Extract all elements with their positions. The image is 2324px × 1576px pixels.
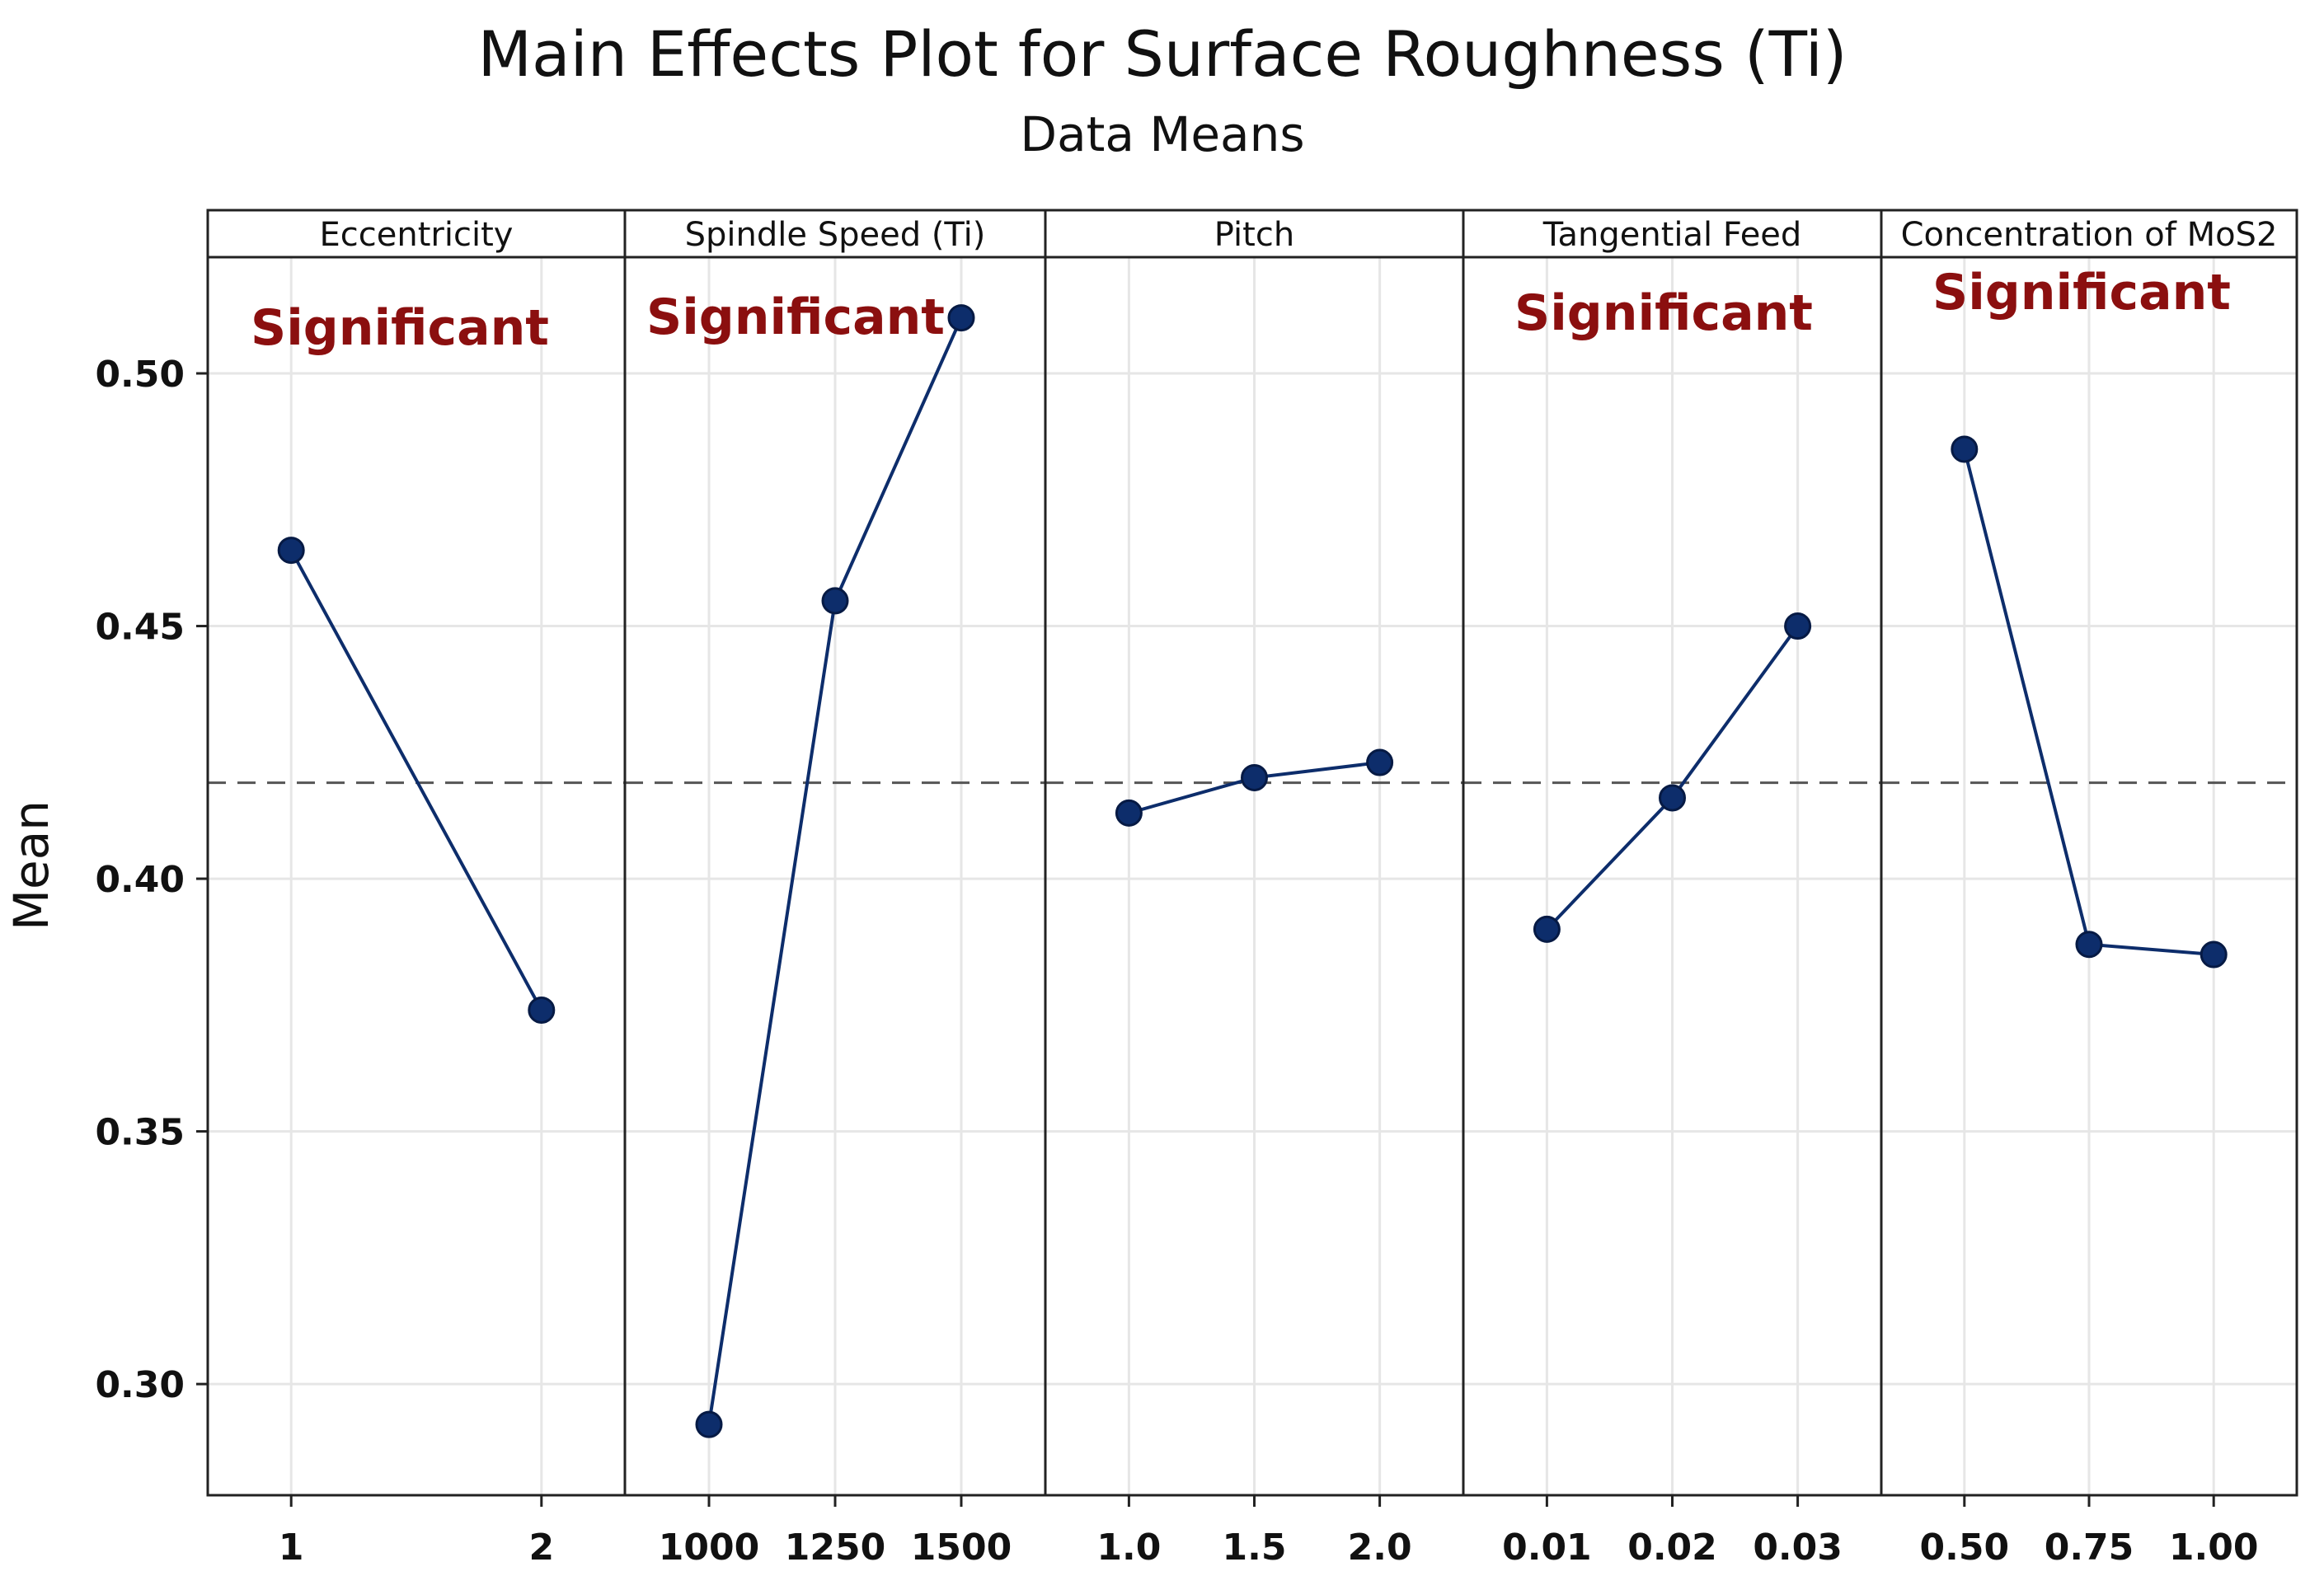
data-point — [277, 537, 305, 565]
significance-annotation: Significant — [251, 299, 549, 357]
series-line — [289, 549, 543, 1011]
panel-strip-label: Concentration of MoS2 — [1901, 216, 2278, 254]
y-tick-label: 0.35 — [95, 1112, 185, 1154]
significance-annotation: Significant — [1514, 284, 1813, 342]
data-point — [528, 996, 556, 1024]
x-tick-label: 2 — [528, 1527, 554, 1569]
x-tick-label: 0.01 — [1502, 1527, 1592, 1569]
y-tick-label: 0.50 — [95, 354, 185, 396]
x-tick-label: 1 — [279, 1527, 304, 1569]
data-point — [695, 1410, 723, 1438]
panel-strip-label: Tangential Feed — [1542, 216, 1802, 254]
y-tick-label: 0.30 — [95, 1364, 185, 1406]
plot-area: Eccentricity 1 2 Significant Spindle Speed (… — [95, 209, 2298, 1569]
panel-strip-label: Spindle Speed (Ti) — [685, 216, 986, 254]
data-point — [1366, 748, 1394, 776]
x-tick-label: 1500 — [911, 1527, 1012, 1569]
x-tick-label: 0.50 — [1920, 1527, 2010, 1569]
chart-title: Main Effects Plot for Surface Roughness … — [477, 17, 1847, 91]
x-tick-label: 1000 — [659, 1527, 759, 1569]
data-point — [1533, 915, 1561, 943]
data-point — [1951, 435, 1979, 463]
y-axis-label: Mean — [3, 800, 59, 931]
data-point — [1115, 799, 1143, 827]
data-point — [1784, 612, 1812, 640]
data-point — [2075, 931, 2103, 959]
data-point — [2200, 940, 2228, 969]
data-point — [947, 304, 975, 332]
significance-annotation: Significant — [646, 288, 945, 346]
x-tick-label: 1.5 — [1223, 1527, 1287, 1569]
x-tick-label: 1.00 — [2169, 1527, 2259, 1569]
x-tick-label: 1250 — [785, 1527, 885, 1569]
chart-subtitle: Data Means — [1020, 106, 1304, 162]
y-tick-label: 0.45 — [95, 607, 185, 649]
x-tick-label: 0.03 — [1753, 1527, 1843, 1569]
x-tick-label: 0.75 — [2045, 1527, 2134, 1569]
data-point — [1241, 763, 1268, 791]
x-tick-label: 1.0 — [1096, 1527, 1161, 1569]
panel-strip-label: Pitch — [1214, 216, 1294, 254]
data-point — [1659, 784, 1686, 812]
y-tick-label: 0.40 — [95, 859, 185, 901]
data-point — [821, 587, 849, 615]
panel-frame — [1880, 209, 2298, 1497]
panel-strip-label: Eccentricity — [320, 216, 514, 254]
x-tick-label: 2.0 — [1348, 1527, 1412, 1569]
x-tick-label: 0.02 — [1627, 1527, 1717, 1569]
significance-annotation: Significant — [1932, 264, 2231, 321]
